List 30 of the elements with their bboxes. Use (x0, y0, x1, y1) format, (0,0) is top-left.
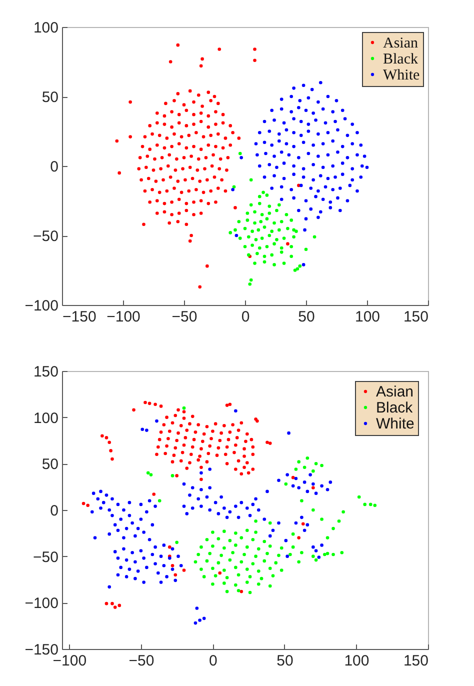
y-tick-label: −100 (24, 298, 58, 314)
x-tick-label: 100 (354, 308, 380, 326)
y-tick-label: 50 (42, 89, 58, 106)
x-tick-label: −50 (172, 308, 198, 326)
x-tick-label: 150 (403, 308, 428, 326)
x-tick-label: −100 (106, 308, 140, 326)
x-tick-label: 0 (241, 308, 250, 326)
y-tick-label: 0 (50, 158, 58, 176)
y-tick-label: 50 (42, 456, 58, 474)
y-tick-label: 100 (33, 410, 58, 427)
legend-label: White (383, 68, 420, 84)
y-tick-label: −100 (24, 595, 58, 612)
y-tick-label: −150 (24, 642, 58, 658)
x-tick-label: 0 (209, 652, 218, 670)
legend-label: Black (383, 52, 418, 68)
x-tick-label: 50 (276, 652, 294, 670)
y-tick-label: 0 (50, 502, 58, 520)
x-tick-label: −50 (128, 652, 154, 670)
x-tick-label: −150 (62, 308, 96, 326)
y-tick-label: 100 (33, 20, 58, 36)
x-tick-label: 150 (403, 652, 428, 670)
x-tick-label: 50 (298, 308, 315, 326)
x-tick-label: 100 (344, 652, 370, 670)
y-tick-label: −50 (33, 548, 58, 566)
legend-label: Asian (383, 36, 418, 52)
y-tick-label: −50 (33, 228, 58, 245)
legend-label: White (376, 416, 414, 432)
y-tick-label: 150 (33, 364, 58, 380)
legend-label: Asian (376, 384, 414, 400)
legend-label: Black (376, 400, 414, 416)
